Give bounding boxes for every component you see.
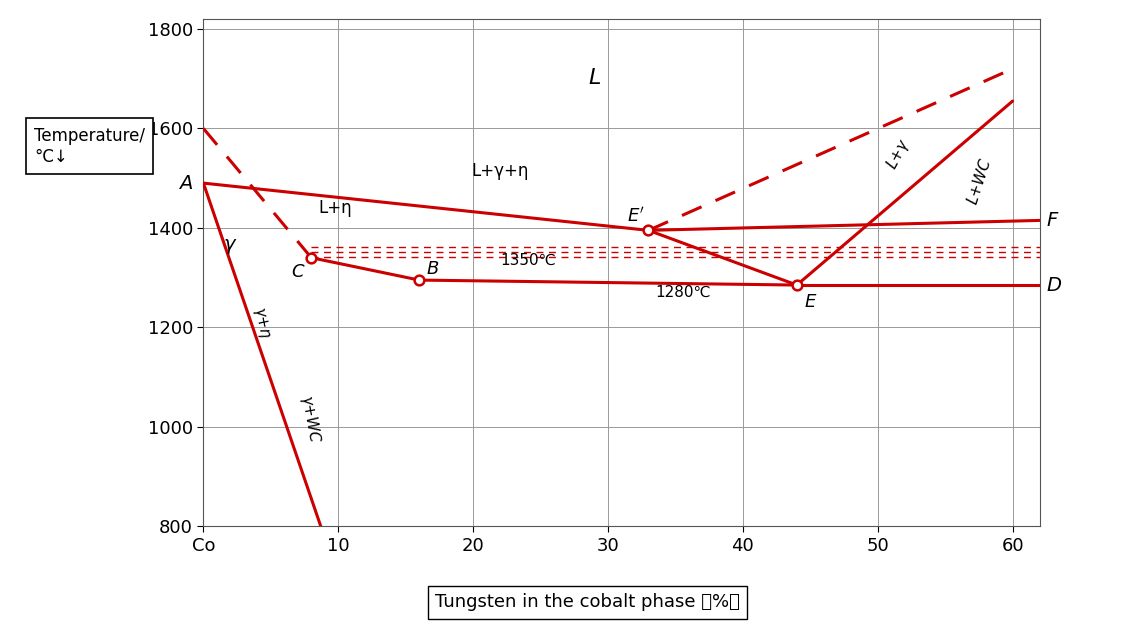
- Text: L+η: L+η: [318, 199, 351, 217]
- Text: L+WC: L+WC: [965, 157, 994, 206]
- Text: Temperature/
°C↓: Temperature/ °C↓: [34, 127, 145, 165]
- Text: $B$: $B$: [426, 259, 440, 278]
- Text: L+γ: L+γ: [885, 138, 912, 171]
- Text: $C$: $C$: [292, 262, 306, 281]
- Text: $F$: $F$: [1046, 211, 1060, 230]
- Text: Tungsten in the cobalt phase （%）: Tungsten in the cobalt phase （%）: [435, 593, 740, 611]
- Text: γ: γ: [224, 235, 235, 254]
- Text: $E'$: $E'$: [626, 207, 644, 225]
- Text: $D$: $D$: [1046, 276, 1062, 295]
- Text: γ+η: γ+η: [251, 306, 272, 340]
- Text: $A$: $A$: [177, 174, 192, 193]
- Text: L+γ+η: L+γ+η: [471, 162, 529, 179]
- Text: 1350℃: 1350℃: [501, 253, 556, 268]
- Text: γ+WC: γ+WC: [298, 396, 321, 444]
- Text: $L$: $L$: [588, 68, 601, 87]
- Text: 1280℃: 1280℃: [655, 285, 711, 299]
- Text: $E$: $E$: [803, 292, 817, 311]
